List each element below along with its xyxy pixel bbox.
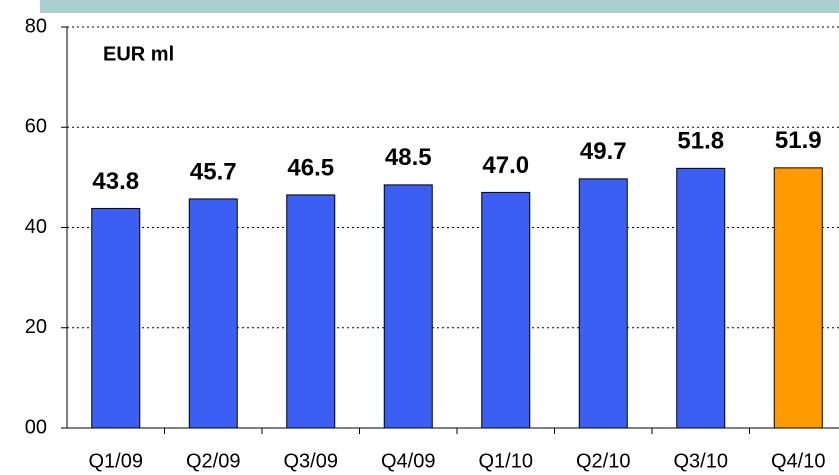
bar xyxy=(773,167,823,429)
y-tick-label: 80 xyxy=(25,15,47,37)
value-label: 48.5 xyxy=(385,144,432,171)
header-band xyxy=(40,0,839,13)
unit-label: EUR ml xyxy=(103,43,174,65)
value-label: 51.8 xyxy=(677,128,724,155)
x-tick-label: Q4/09 xyxy=(381,450,435,472)
x-tick-label: Q1/09 xyxy=(89,450,143,472)
value-label: 49.7 xyxy=(580,138,627,165)
bar xyxy=(91,207,141,429)
value-label: 45.7 xyxy=(190,158,237,185)
bar xyxy=(383,184,433,429)
value-label: 43.8 xyxy=(92,168,139,195)
bar xyxy=(481,191,531,429)
bar xyxy=(188,198,238,429)
y-tick-label: 40 xyxy=(25,216,47,238)
x-tick-label: Q3/10 xyxy=(674,450,728,472)
value-label: 47.0 xyxy=(482,152,529,179)
x-tick-label: Q4/10 xyxy=(771,450,825,472)
x-tick-label: Q3/09 xyxy=(284,450,338,472)
y-tick-label: 00 xyxy=(25,416,47,438)
y-tick-label: 20 xyxy=(25,316,47,338)
x-tick-label: Q2/09 xyxy=(186,450,240,472)
value-label: 46.5 xyxy=(287,154,334,181)
value-label: 51.9 xyxy=(775,127,822,154)
x-tick-label: Q1/10 xyxy=(479,450,533,472)
x-tick-label: Q2/10 xyxy=(576,450,630,472)
bar xyxy=(286,194,336,429)
bar xyxy=(676,167,726,429)
y-tick-label: 60 xyxy=(25,116,47,138)
bar xyxy=(578,178,628,429)
